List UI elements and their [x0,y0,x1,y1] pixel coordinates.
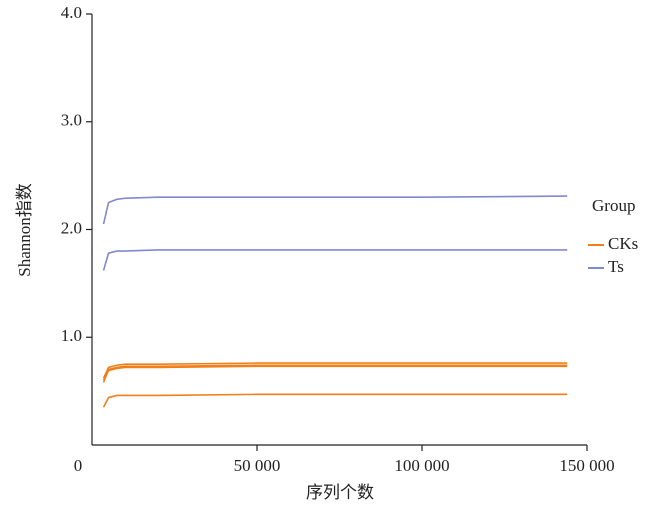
x-tick-label: 150 000 [559,456,614,475]
x-tick-label: 0 [74,456,83,475]
x-axis-label: 序列个数 [306,483,374,502]
x-tick-label: 100 000 [394,456,449,475]
y-tick-label: 4.0 [61,3,82,22]
y-tick-label: 3.0 [61,111,82,130]
legend-label: Ts [608,257,624,276]
series-line [102,365,568,381]
y-tick-label: 2.0 [61,218,82,237]
series-line [102,249,568,271]
y-tick-label: 1.0 [61,326,82,345]
series-line [102,362,568,379]
legend-title: Group [592,196,635,215]
series-line [102,393,568,408]
x-tick-label: 50 000 [234,456,281,475]
y-axis-label: Shannon指数 [15,183,34,277]
legend-label: CKs [608,234,638,253]
series-line [102,195,568,225]
series-line [102,364,568,383]
